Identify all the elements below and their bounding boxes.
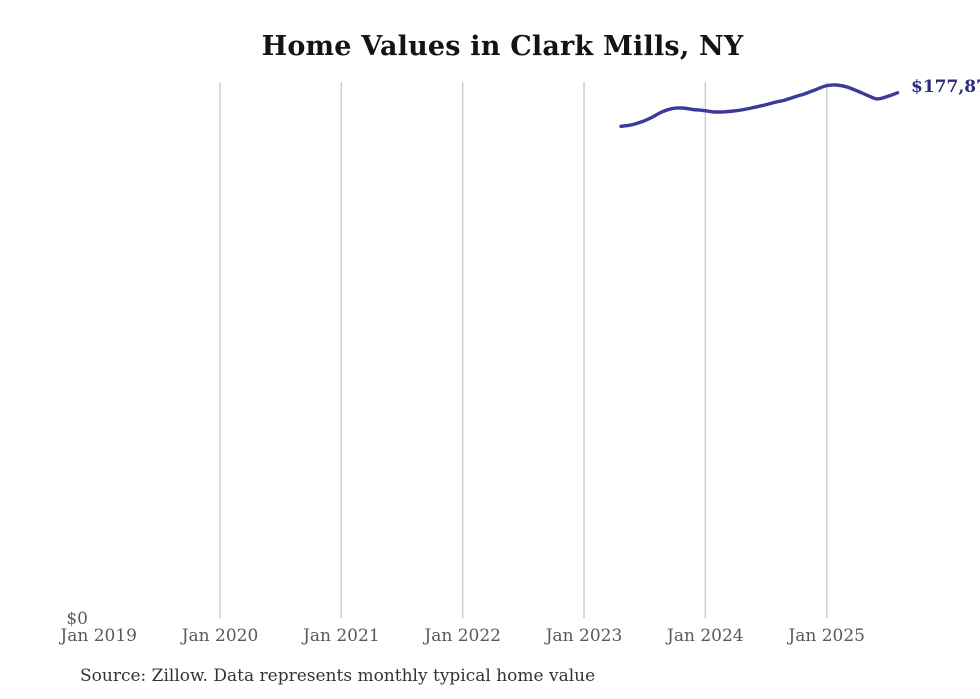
x-axis-tick-label: Jan 2024: [665, 626, 744, 646]
latest-value-label: $177,87: [911, 77, 980, 97]
x-axis-tick-label: Jan 2020: [180, 626, 259, 646]
home-value-line: [619, 83, 900, 128]
x-axis-tick-label: Jan 2019: [58, 626, 137, 646]
source-note: Source: Zillow. Data represents monthly …: [80, 666, 596, 686]
x-axis-tick-label: Jan 2021: [301, 626, 380, 646]
chart-title: Home Values in Clark Mills, NY: [261, 31, 744, 62]
x-axis-tick-label: Jan 2022: [422, 626, 501, 646]
x-axis-tick-label: Jan 2025: [786, 626, 865, 646]
x-axis-tick-label: Jan 2023: [544, 626, 623, 646]
y-axis-zero-label: $0: [66, 609, 88, 629]
